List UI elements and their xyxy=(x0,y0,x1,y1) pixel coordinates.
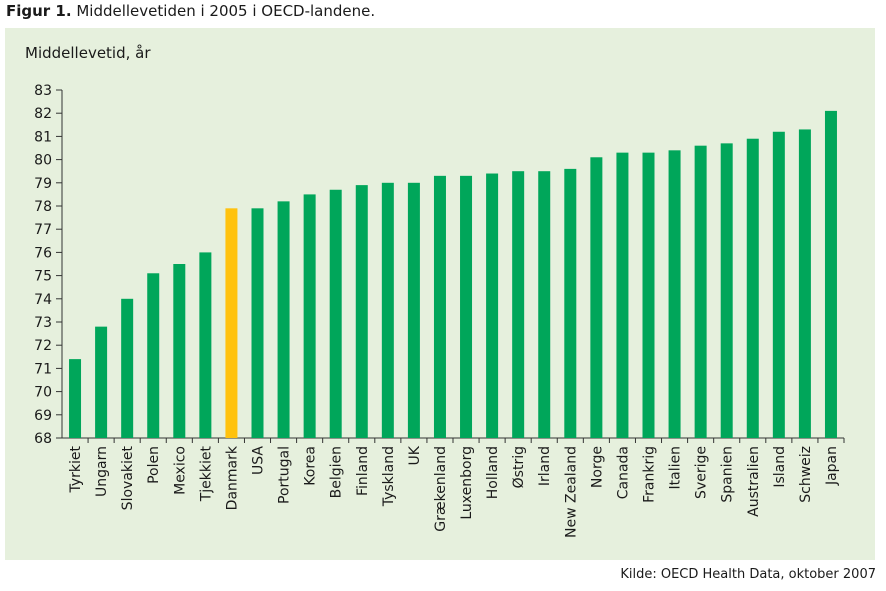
x-tick-label: Island xyxy=(772,446,788,488)
x-tick-label: Slovakiet xyxy=(120,445,136,510)
x-tick-label: Irland xyxy=(537,446,553,486)
bar xyxy=(772,131,785,438)
bar xyxy=(199,252,212,438)
bar xyxy=(642,152,655,438)
bar xyxy=(407,182,420,438)
x-tick-label: Italien xyxy=(668,446,684,489)
bar xyxy=(564,168,577,438)
x-tick-label: Belgien xyxy=(329,446,345,498)
bar xyxy=(303,194,316,438)
bar xyxy=(824,110,837,438)
bar xyxy=(590,157,603,438)
figure-title-text: Middellevetiden i 2005 i OECD-landene. xyxy=(76,2,376,20)
y-tick-label: 80 xyxy=(34,153,52,169)
y-tick-label: 82 xyxy=(34,106,52,122)
bar xyxy=(355,185,368,438)
bar xyxy=(512,171,525,438)
x-tick-label: UK xyxy=(407,445,423,465)
x-tick-label: Tyrkiet xyxy=(68,445,84,493)
bar xyxy=(95,326,108,438)
y-tick-label: 77 xyxy=(34,222,52,238)
bar xyxy=(121,298,134,438)
bar xyxy=(694,145,707,438)
bar xyxy=(329,189,342,438)
bar xyxy=(251,208,264,438)
figure-title: Figur 1. Middellevetiden i 2005 i OECD-l… xyxy=(6,2,375,20)
bar xyxy=(173,264,186,438)
x-tick-label: Polen xyxy=(146,446,162,484)
y-tick-label: 72 xyxy=(34,338,52,354)
x-tick-label: Luxenborg xyxy=(459,446,475,520)
x-tick-label: Canada xyxy=(615,446,631,499)
y-tick-label: 78 xyxy=(34,199,52,215)
x-tick-label: USA xyxy=(251,446,267,475)
x-tick-label: Norge xyxy=(589,446,605,488)
bar xyxy=(69,359,82,438)
bar xyxy=(460,175,473,438)
x-tick-label: New Zealand xyxy=(563,446,579,538)
y-tick-label: 76 xyxy=(34,245,52,261)
bar xyxy=(616,152,629,438)
bar xyxy=(720,143,733,439)
y-tick-label: 73 xyxy=(34,315,52,331)
bar xyxy=(147,273,160,438)
bar xyxy=(277,201,290,438)
y-tick-label: 83 xyxy=(34,83,52,99)
bar xyxy=(225,208,238,438)
y-axis-label: Middellevetid, år xyxy=(25,44,151,62)
y-tick-label: 71 xyxy=(34,361,52,377)
source-note: Kilde: OECD Health Data, oktober 2007 xyxy=(620,567,876,582)
y-tick-label: 70 xyxy=(34,385,52,401)
x-tick-label: Schweiz xyxy=(798,446,814,503)
bar xyxy=(746,138,759,438)
x-tick-label: Tjekkiet xyxy=(198,445,214,502)
x-tick-label: Holland xyxy=(485,446,501,499)
x-tick-label: Grækenland xyxy=(433,446,449,532)
bar xyxy=(668,150,681,438)
x-tick-label: Spanien xyxy=(720,446,736,503)
y-tick-label: 75 xyxy=(34,269,52,285)
x-tick-label: Australien xyxy=(746,446,762,517)
x-tick-label: Østrig xyxy=(511,446,527,488)
x-tick-label: Frankrig xyxy=(642,446,658,503)
x-tick-label: Mexico xyxy=(172,446,188,495)
x-tick-label: Korea xyxy=(303,446,319,486)
x-tick-label: Portugal xyxy=(277,446,293,504)
x-tick-label: Sverige xyxy=(694,446,710,499)
x-tick-label: Ungarn xyxy=(94,446,110,497)
bar xyxy=(538,171,551,438)
y-tick-label: 69 xyxy=(34,408,52,424)
x-tick-label: Finland xyxy=(355,446,371,496)
y-tick-label: 81 xyxy=(34,129,52,145)
bar xyxy=(433,175,446,438)
y-tick-label: 79 xyxy=(34,176,52,192)
x-tick-label: Danmark xyxy=(224,445,240,510)
y-tick-label: 74 xyxy=(34,292,52,308)
bar xyxy=(486,173,499,438)
y-tick-label: 68 xyxy=(34,431,52,447)
x-tick-label: Tyskland xyxy=(381,446,397,507)
bar xyxy=(381,182,394,438)
x-tick-label: Japan xyxy=(824,446,840,486)
figure-label: Figur 1. xyxy=(6,2,72,20)
bar xyxy=(798,129,811,438)
